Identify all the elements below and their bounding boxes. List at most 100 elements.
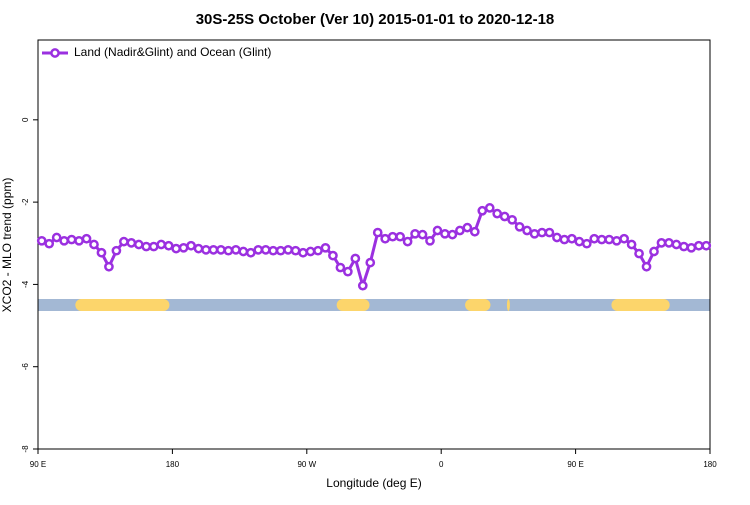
data-point	[514, 221, 525, 232]
data-point	[231, 244, 241, 255]
data-point	[656, 238, 667, 248]
data-point	[178, 242, 189, 253]
data-point	[186, 240, 196, 251]
data-point	[372, 227, 383, 238]
data-point	[89, 239, 99, 250]
data-point	[44, 238, 55, 249]
y-tick-label: -8	[21, 445, 30, 453]
data-point	[402, 236, 413, 247]
data-point	[484, 203, 495, 213]
data-point	[104, 261, 114, 272]
data-point	[589, 233, 600, 244]
y-tick-label: -2	[21, 198, 30, 206]
land-segment	[75, 298, 170, 311]
x-tick-label: 180	[166, 460, 180, 469]
data-point	[634, 248, 644, 259]
data-point	[193, 243, 204, 254]
data-point	[260, 244, 271, 255]
data-point	[544, 227, 555, 238]
land-segment	[611, 298, 670, 311]
data-point	[604, 234, 615, 245]
data-point	[417, 229, 428, 240]
data-point	[395, 231, 405, 242]
x-axis-label: Longitude (deg E)	[326, 476, 421, 490]
data-point	[447, 229, 458, 240]
data-point	[238, 246, 249, 257]
data-point	[693, 240, 704, 251]
data-point	[380, 233, 391, 244]
data-point	[290, 245, 301, 256]
legend-label: Land (Nadir&Glint) and Ocean (Glint)	[74, 45, 271, 59]
data-point	[357, 280, 368, 291]
data-point	[36, 235, 47, 246]
data-point	[492, 208, 503, 219]
data-point	[626, 239, 637, 250]
data-point	[283, 244, 293, 255]
data-point	[641, 261, 652, 272]
y-tick-label: -6	[21, 363, 30, 371]
x-tick-label: 90 E	[30, 460, 46, 469]
chart-title: 30S-25S October (Ver 10) 2015-01-01 to 2…	[196, 11, 555, 28]
x-tick-label: 0	[439, 460, 444, 469]
data-point	[611, 235, 622, 246]
data-point	[664, 238, 674, 248]
data-point	[163, 240, 174, 251]
data-point	[133, 239, 144, 250]
data-point	[171, 243, 181, 254]
data-point	[148, 241, 159, 252]
data-point	[432, 225, 443, 236]
data-point	[581, 238, 592, 249]
x-tick-label: 90 W	[297, 460, 316, 469]
data-point	[410, 228, 420, 239]
data-point	[686, 242, 697, 253]
data-point	[208, 244, 219, 255]
data-point	[216, 244, 226, 255]
data-point	[462, 222, 473, 233]
y-tick-label: -4	[21, 280, 30, 288]
data-point	[156, 239, 167, 250]
data-point	[81, 233, 92, 244]
data-point	[74, 235, 84, 246]
data-point	[440, 228, 450, 239]
y-tick-label: 0	[21, 117, 30, 122]
data-point	[529, 228, 540, 239]
data-point	[679, 241, 689, 252]
data-point	[141, 241, 152, 252]
data-point	[619, 233, 629, 244]
data-point	[671, 239, 682, 250]
data-point	[343, 266, 353, 277]
data-point	[96, 247, 107, 258]
x-tick-label: 180	[703, 460, 717, 469]
land-segment	[465, 298, 491, 311]
data-point	[59, 235, 69, 246]
land-segment	[336, 298, 370, 311]
data-point	[111, 245, 122, 256]
data-point	[201, 244, 211, 255]
data-point	[387, 231, 398, 242]
data-point	[499, 211, 510, 222]
data-point	[126, 238, 137, 248]
y-axis-label: XCO2 - MLO trend (ppm)	[0, 178, 14, 313]
data-point	[350, 253, 361, 264]
data-point	[552, 232, 562, 243]
data-point	[507, 214, 517, 225]
data-point	[51, 232, 62, 243]
data-point	[469, 226, 480, 237]
data-point	[119, 236, 129, 247]
data-point	[335, 262, 346, 273]
data-point	[567, 233, 577, 244]
data-point	[313, 245, 323, 256]
data-point	[275, 245, 286, 256]
data-point	[320, 242, 331, 253]
data-point	[66, 234, 77, 245]
data-point	[223, 245, 234, 256]
data-point	[701, 240, 712, 251]
data-point	[559, 234, 570, 245]
data-point	[365, 257, 376, 268]
data-point	[649, 246, 659, 257]
data-point	[268, 245, 279, 256]
data-point	[298, 247, 308, 258]
data-point	[522, 225, 532, 236]
data-point	[455, 225, 465, 236]
